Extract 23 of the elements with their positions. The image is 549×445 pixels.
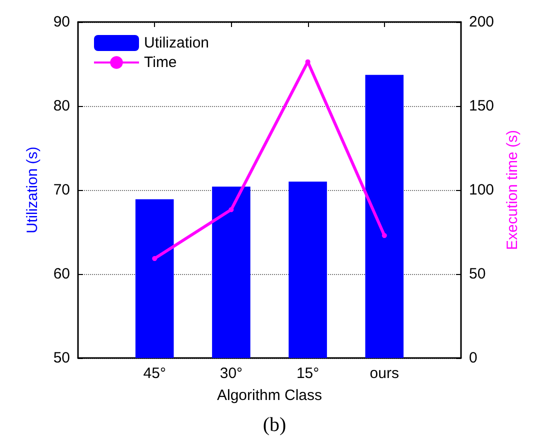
point bbox=[382, 233, 387, 238]
point bbox=[228, 207, 234, 212]
legend-label: Utilization bbox=[144, 34, 210, 52]
y-tick-label: 90 bbox=[53, 14, 70, 30]
y2-tick-label: 100 bbox=[469, 182, 494, 198]
point bbox=[152, 256, 158, 262]
y-tick-label: 70 bbox=[53, 182, 70, 198]
y-tick-label: 50 bbox=[53, 350, 70, 366]
y2-tick-label: 0 bbox=[469, 350, 478, 366]
y2-tick-label: 50 bbox=[469, 266, 486, 282]
y2-axis-title: Execution time (s) bbox=[504, 130, 521, 250]
legend-label: Time bbox=[144, 54, 177, 71]
x-tick-label: 30° bbox=[220, 365, 243, 382]
y-axis-title: Utilization (s) bbox=[24, 146, 41, 234]
x-tick-label: ours bbox=[370, 365, 399, 382]
x-tick-label: 15° bbox=[296, 365, 320, 382]
text: (b) bbox=[262, 414, 286, 436]
y-tick-label: 60 bbox=[53, 266, 70, 282]
y-tick-label: 80 bbox=[53, 98, 70, 114]
y2-tick-label: 200 bbox=[469, 14, 494, 30]
x-tick-label: 45° bbox=[143, 365, 166, 382]
x-axis-title: Algorithm Class bbox=[216, 387, 322, 404]
y2-tick-label: 150 bbox=[469, 98, 494, 114]
